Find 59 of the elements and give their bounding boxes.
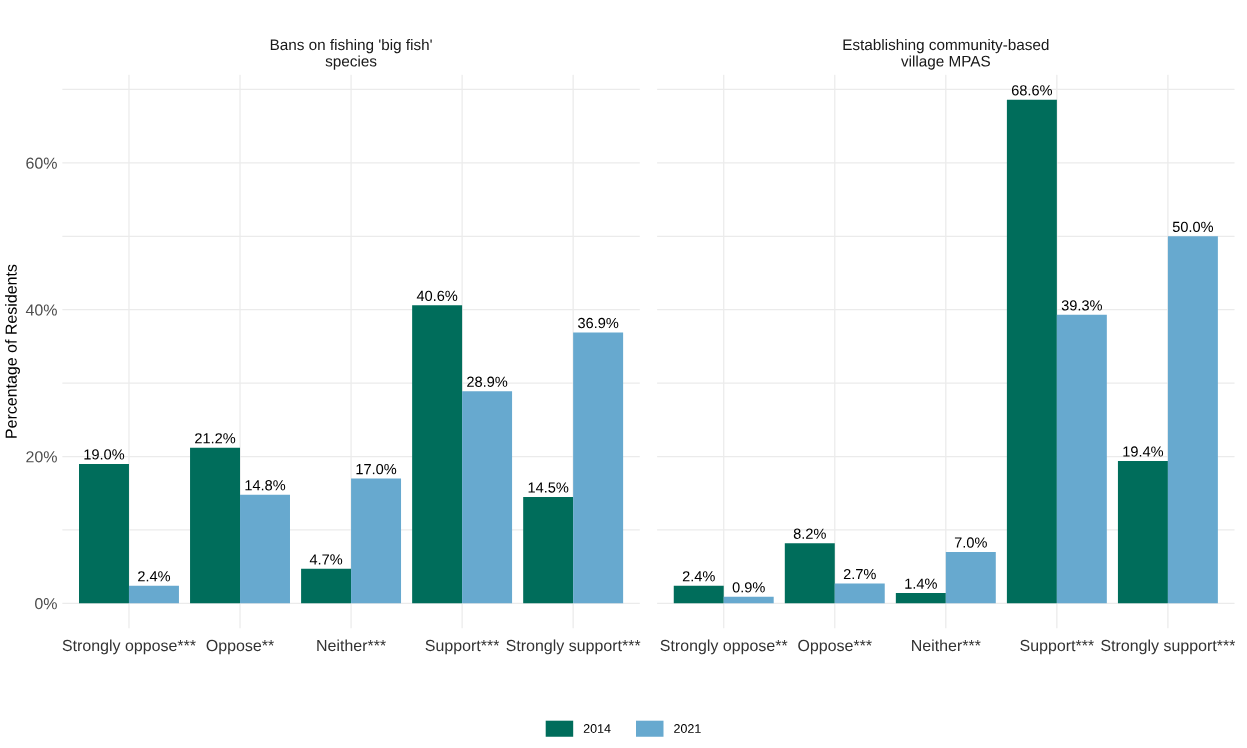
data-label: 8.2%: [793, 528, 826, 539]
data-label: 19.4%: [1123, 446, 1164, 457]
y-tick-label: 40%: [25, 304, 57, 316]
data-label: 21.2%: [195, 433, 236, 444]
x-tick-label: Neither***: [317, 639, 386, 652]
x-tick-label: Strongly support***: [506, 639, 641, 655]
data-label: 17.0%: [356, 463, 397, 475]
y-tick-label: 0%: [35, 597, 57, 610]
bar: [573, 332, 624, 604]
bar: [834, 583, 885, 604]
chart-title: Bans on fishing 'big fish' species: [270, 38, 432, 70]
bar: [1167, 236, 1218, 604]
legend-label: 2021: [674, 724, 701, 733]
data-label: 7.0%: [954, 537, 987, 548]
bar: [128, 585, 179, 604]
x-tick-label: Oppose***: [798, 639, 872, 655]
x-tick-label: Neither***: [912, 639, 981, 652]
data-label: 28.9%: [467, 376, 508, 387]
x-tick-label: Support***: [425, 639, 500, 655]
bar: [523, 496, 574, 604]
bar: [673, 585, 724, 604]
data-label: 68.6%: [1011, 85, 1053, 96]
data-label: 39.3%: [1061, 300, 1102, 311]
bar: [1006, 99, 1057, 604]
x-tick-label: Strongly oppose***: [62, 639, 196, 655]
y-tick-label: 20%: [26, 451, 57, 463]
bar: [895, 593, 946, 604]
bar: [723, 596, 774, 604]
data-label: 36.9%: [578, 317, 619, 329]
bar: [1117, 460, 1168, 604]
data-label: 0.9%: [732, 582, 765, 593]
data-label: 40.6%: [416, 290, 458, 302]
bar: [301, 568, 352, 604]
data-label: 2.4%: [138, 571, 171, 582]
data-label: 2.4%: [682, 571, 715, 582]
data-label: 1.4%: [905, 578, 937, 589]
data-label: 14.8%: [245, 480, 286, 491]
legend-label: 2014: [583, 724, 611, 733]
bar: [240, 494, 290, 604]
bar: [1056, 314, 1107, 604]
data-label: 4.7%: [309, 554, 343, 565]
bar: [351, 478, 402, 604]
data-label: 14.5%: [528, 482, 569, 493]
x-tick-label: Support***: [1020, 639, 1094, 655]
x-tick-label: Oppose**: [206, 639, 274, 655]
chart-title: Establishing community-based village MPAS: [843, 38, 1049, 70]
x-tick-label: Strongly support***: [1101, 639, 1236, 655]
data-label: 19.0%: [84, 449, 125, 460]
bar: [462, 391, 513, 604]
bar: [79, 463, 129, 604]
bar: [945, 551, 996, 604]
data-label: 50.0%: [1172, 221, 1214, 233]
bar: [412, 305, 463, 604]
x-tick-label: Strongly oppose**: [660, 639, 788, 655]
y-axis-title: Percentage of Residents: [5, 264, 20, 438]
bar: [784, 543, 835, 604]
data-label: 2.7%: [843, 568, 876, 580]
bar: [190, 447, 241, 604]
y-tick-label: 60%: [26, 157, 57, 169]
